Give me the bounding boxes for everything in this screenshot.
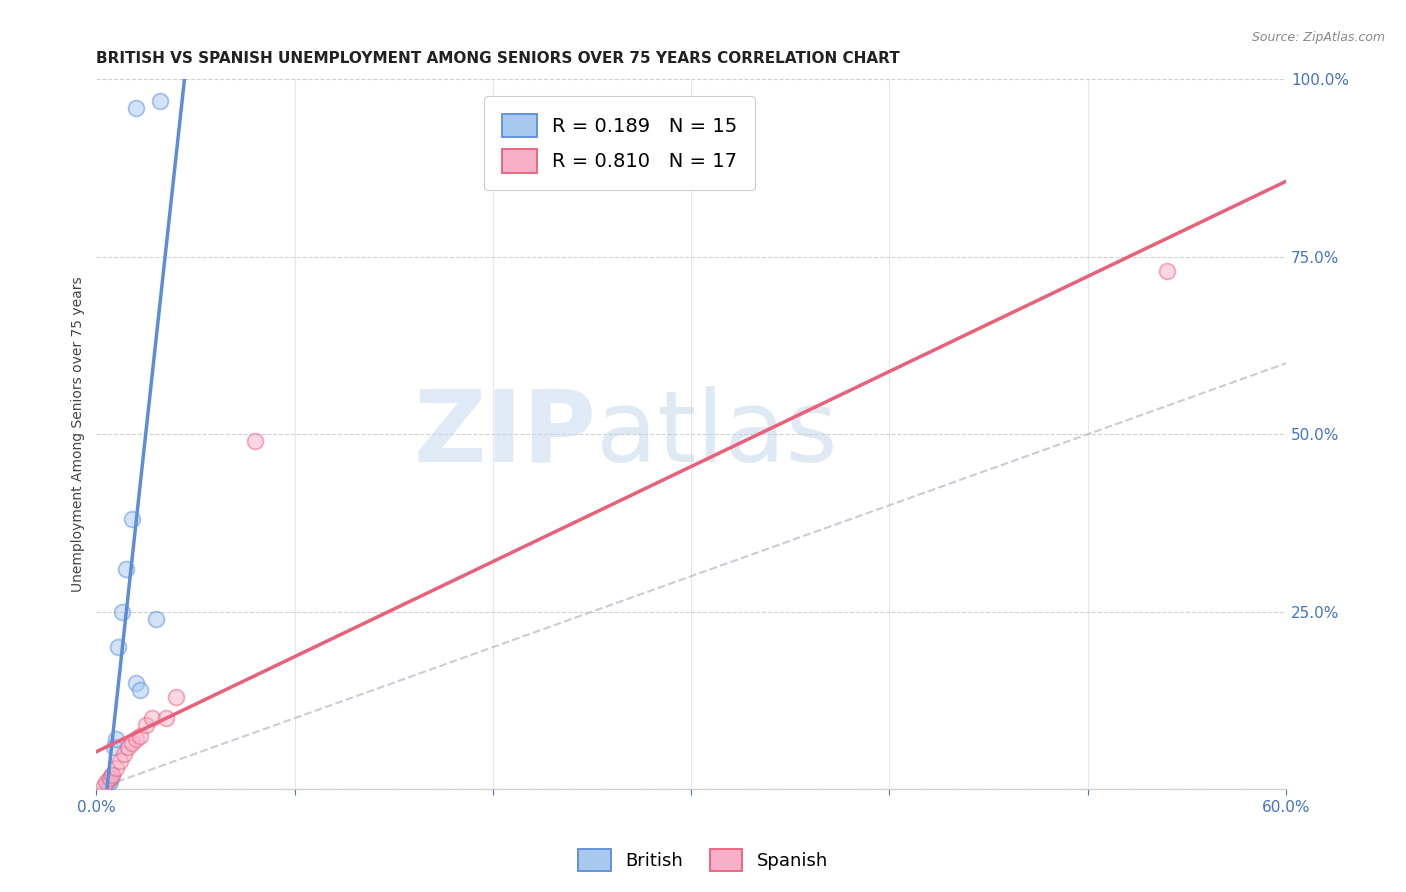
Point — [107, 640, 129, 655]
Point — [121, 736, 143, 750]
Point — [129, 729, 152, 743]
Point — [103, 739, 125, 754]
Point — [105, 732, 128, 747]
Point — [98, 772, 121, 786]
Text: atlas: atlas — [596, 385, 838, 483]
Point — [96, 775, 118, 789]
Point — [93, 779, 115, 793]
Point — [117, 739, 139, 754]
Point — [108, 754, 131, 768]
Point — [105, 761, 128, 775]
Point — [141, 711, 163, 725]
Y-axis label: Unemployment Among Seniors over 75 years: Unemployment Among Seniors over 75 years — [72, 277, 86, 592]
Point — [121, 512, 143, 526]
Point — [129, 682, 152, 697]
Legend: R = 0.189   N = 15, R = 0.810   N = 17: R = 0.189 N = 15, R = 0.810 N = 17 — [485, 96, 755, 190]
Point — [98, 772, 121, 786]
Point — [145, 612, 167, 626]
Point — [135, 718, 157, 732]
Point — [125, 101, 148, 115]
Legend: British, Spanish: British, Spanish — [571, 842, 835, 879]
Point — [98, 775, 121, 789]
Point — [149, 94, 172, 108]
Point — [165, 690, 187, 704]
Point — [111, 605, 134, 619]
Text: ZIP: ZIP — [413, 385, 596, 483]
Point — [101, 768, 124, 782]
Point — [243, 434, 266, 449]
Point — [1156, 264, 1178, 278]
Point — [112, 747, 135, 761]
Text: Source: ZipAtlas.com: Source: ZipAtlas.com — [1251, 31, 1385, 45]
Point — [101, 768, 124, 782]
Point — [125, 675, 148, 690]
Point — [115, 562, 138, 576]
Text: BRITISH VS SPANISH UNEMPLOYMENT AMONG SENIORS OVER 75 YEARS CORRELATION CHART: BRITISH VS SPANISH UNEMPLOYMENT AMONG SE… — [97, 51, 900, 66]
Point — [155, 711, 177, 725]
Point — [97, 775, 120, 789]
Point — [125, 732, 148, 747]
